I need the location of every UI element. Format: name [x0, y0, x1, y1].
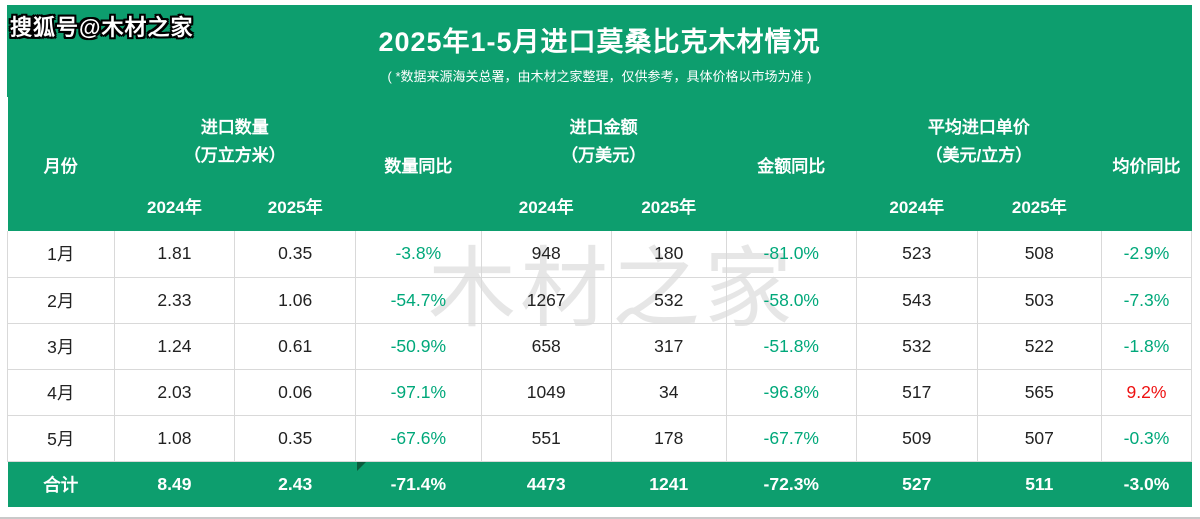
col-group-unit-price: 平均进口单价 （美元/立方）: [856, 97, 1102, 187]
cell-qty-yoy: -54.7%: [355, 276, 482, 324]
cell-qty-yoy: -50.9%: [355, 322, 482, 370]
cell-price-yoy: -1.8%: [1100, 322, 1193, 370]
col-header-price-2025: 2025年: [977, 187, 1102, 231]
cell-price-2024: 543: [855, 276, 978, 324]
col-header-price-yoy: 均价同比: [1101, 97, 1192, 231]
cell-amt-2024: 948: [480, 231, 612, 278]
cell-amt-2025: 317: [610, 322, 727, 370]
sohu-account-badge: 搜狐号@木材之家: [10, 15, 194, 40]
cell-price-yoy: -0.3%: [1100, 414, 1193, 462]
table-row: 1月 1.81 0.35 -3.8% 948 180 -81.0% 523 50…: [7, 231, 1193, 278]
table-row: 5月 1.08 0.35 -67.6% 551 178 -67.7% 509 5…: [7, 414, 1193, 462]
page-subtitle: ( *数据来源海关总署，由木材之家整理，仅供参考，具体价格以市场为准 ): [387, 69, 812, 84]
cell-amt-yoy: -67.7%: [725, 414, 857, 462]
page-title: 2025年1-5月进口莫桑比克木材情况: [378, 27, 821, 57]
cell-price-2024: 517: [855, 368, 978, 416]
col-header-qty-2025: 2025年: [234, 187, 356, 231]
cell-amt-2024: 1267: [480, 276, 612, 324]
cell-qty-2025: 1.06: [234, 276, 357, 324]
table-body: 1月 1.81 0.35 -3.8% 948 180 -81.0% 523 50…: [7, 231, 1193, 507]
cell-qty-2025: 0.35: [234, 414, 357, 462]
col-header-price-2024: 2024年: [856, 187, 978, 231]
cell-amt-yoy: -81.0%: [725, 231, 857, 278]
total-amt-2024: 4473: [481, 461, 612, 507]
total-qty-2024: 8.49: [114, 461, 235, 507]
cell-qty-yoy: -3.8%: [355, 231, 482, 278]
cell-price-2024: 532: [855, 322, 978, 370]
cell-price-2025: 508: [976, 231, 1102, 278]
title-band: 2025年1-5月进口莫桑比克木材情况 ( *数据来源海关总署，由木材之家整理，…: [7, 5, 1192, 97]
cell-qty-2024: 2.03: [113, 368, 236, 416]
cell-price-2025: 565: [976, 368, 1102, 416]
import-data-table: 月份 进口数量 （万立方米） 数量同比 进口金额 （万美元） 金额同比 平均进口…: [7, 97, 1193, 507]
cell-amt-yoy: -58.0%: [725, 276, 857, 324]
cell-amt-2025: 178: [610, 414, 727, 462]
cell-month: 3月: [7, 322, 115, 370]
total-label: 合计: [7, 461, 115, 507]
col-header-qty-2024: 2024年: [114, 187, 235, 231]
col-group-amount-line1: 进口金额: [569, 117, 638, 137]
cell-amt-yoy: -51.8%: [725, 322, 857, 370]
cell-month: 1月: [7, 231, 115, 278]
cell-price-yoy: -2.9%: [1100, 231, 1193, 278]
cell-price-yoy: -7.3%: [1100, 276, 1193, 324]
col-group-quantity: 进口数量 （万立方米）: [114, 97, 356, 187]
cell-price-yoy: 9.2%: [1100, 368, 1193, 416]
col-header-amount-yoy: 金额同比: [726, 97, 857, 231]
total-price-2024: 527: [856, 461, 978, 507]
cell-qty-2025: 0.06: [234, 368, 357, 416]
cell-amt-2025: 180: [610, 231, 727, 278]
cell-amt-2024: 658: [480, 322, 612, 370]
cell-qty-2024: 2.33: [113, 276, 236, 324]
table-header: 月份 进口数量 （万立方米） 数量同比 进口金额 （万美元） 金额同比 平均进口…: [7, 97, 1192, 231]
cell-qty-yoy: -67.6%: [355, 414, 482, 462]
col-header-month: 月份: [7, 97, 115, 231]
total-amt-yoy: -72.3%: [726, 461, 857, 507]
cell-qty-yoy: -97.1%: [355, 368, 482, 416]
cell-price-2024: 523: [855, 231, 978, 278]
cell-amt-2025: 532: [610, 276, 727, 324]
col-group-unit-price-line1: 平均进口单价: [927, 117, 1030, 137]
cell-month: 5月: [7, 414, 115, 462]
total-qty-yoy: -71.4%: [355, 461, 482, 507]
col-group-quantity-line1: 进口数量: [200, 117, 269, 137]
col-header-quantity-yoy: 数量同比: [355, 97, 482, 231]
table-row: 4月 2.03 0.06 -97.1% 1049 34 -96.8% 517 5…: [7, 368, 1193, 416]
col-group-quantity-line2: （万立方米）: [183, 146, 286, 165]
cell-month: 2月: [7, 276, 115, 324]
col-group-amount: 进口金额 （万美元）: [481, 97, 727, 187]
cell-amt-2024: 551: [480, 414, 612, 462]
cell-qty-2024: 1.24: [113, 322, 236, 370]
cell-qty-2025: 0.35: [234, 231, 357, 278]
cell-qty-2025: 0.61: [234, 322, 357, 370]
table-total-row: 合计 8.49 2.43 -71.4% 4473 1241 -72.3% 527…: [7, 461, 1192, 507]
total-qty-2025: 2.43: [234, 461, 356, 507]
cell-qty-2024: 1.08: [113, 414, 236, 462]
col-header-amt-2024: 2024年: [481, 187, 612, 231]
total-qty-yoy-value: -71.4%: [390, 473, 447, 494]
total-price-2025: 511: [977, 461, 1102, 507]
cell-price-2025: 503: [976, 276, 1102, 324]
cell-amt-2025: 34: [610, 368, 727, 416]
table-row: 2月 2.33 1.06 -54.7% 1267 532 -58.0% 543 …: [7, 276, 1193, 324]
col-header-amt-2025: 2025年: [611, 187, 727, 231]
col-group-unit-price-line2: （美元/立方）: [925, 146, 1033, 165]
cell-amt-2024: 1049: [480, 368, 612, 416]
cell-amt-yoy: -96.8%: [725, 368, 857, 416]
cell-price-2024: 509: [855, 414, 978, 462]
table-row: 3月 1.24 0.61 -50.9% 658 317 -51.8% 532 5…: [7, 322, 1193, 370]
cell-month: 4月: [7, 368, 115, 416]
total-amt-2025: 1241: [611, 461, 727, 507]
col-group-amount-line2: （万美元）: [561, 146, 647, 165]
cell-price-2025: 507: [976, 414, 1102, 462]
cell-error-indicator-icon: [356, 461, 366, 471]
cell-qty-2024: 1.81: [113, 231, 236, 278]
cell-price-2025: 522: [976, 322, 1102, 370]
total-price-yoy: -3.0%: [1101, 461, 1192, 507]
